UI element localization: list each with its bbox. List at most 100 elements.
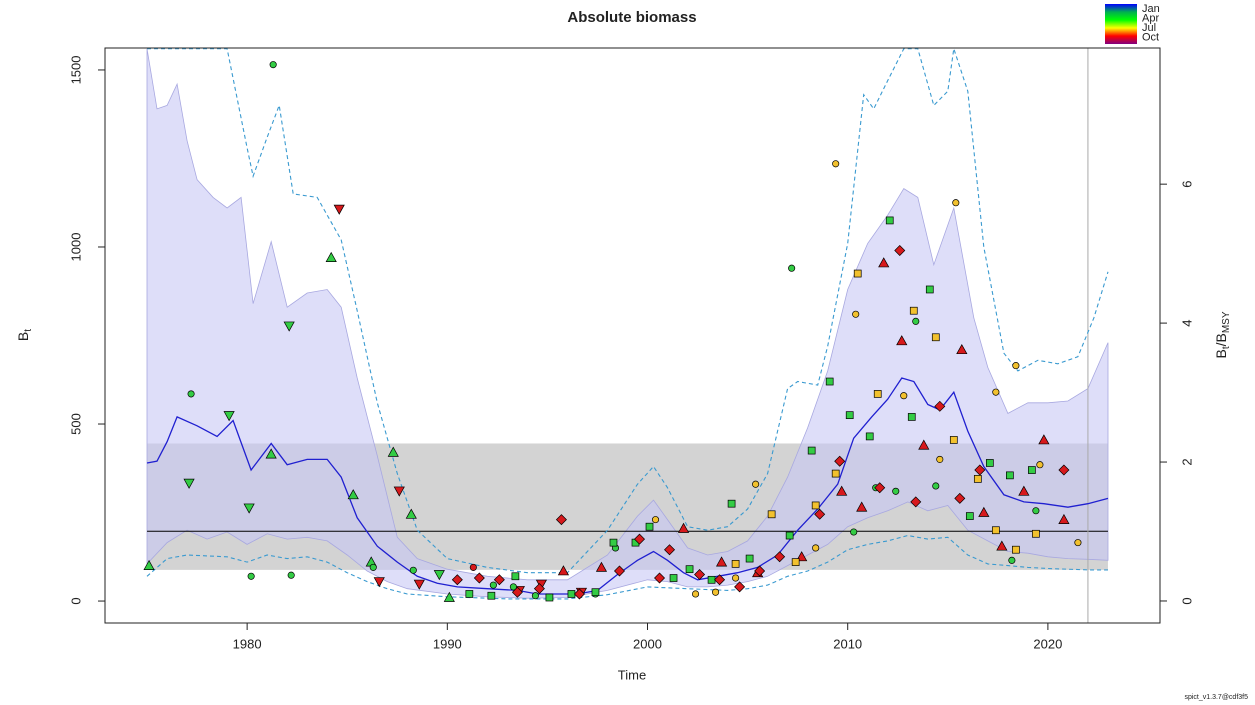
observation-point <box>812 544 820 552</box>
y-tick-label: 1500 <box>68 55 83 84</box>
observation-point <box>325 251 337 262</box>
observation-point <box>885 216 894 225</box>
observation-point <box>651 516 660 524</box>
y-label-main: B <box>15 332 31 341</box>
observation-point <box>788 264 796 272</box>
observation-point <box>509 583 517 591</box>
observation-point <box>573 588 585 600</box>
observation-point <box>511 586 523 598</box>
observation-point <box>1018 485 1030 496</box>
observation-point <box>531 592 539 600</box>
observation-point <box>714 574 726 586</box>
observation-point <box>694 568 706 580</box>
legend-label: Apr <box>1142 12 1159 24</box>
observation-point <box>1058 513 1070 524</box>
observation-point <box>965 512 974 520</box>
observation-point <box>850 528 858 536</box>
observation-point <box>654 572 666 584</box>
plot-area <box>143 48 1109 623</box>
observation-point <box>269 61 277 69</box>
observation-point <box>900 392 908 400</box>
observation-point <box>996 540 1008 551</box>
observation-point <box>433 570 445 581</box>
observation-point <box>487 591 496 600</box>
observation-point <box>287 571 295 579</box>
x-tick-label: 2000 <box>633 636 662 651</box>
observation-point <box>865 432 874 441</box>
ci-lower-line <box>146 534 1108 600</box>
observation-point <box>894 245 906 257</box>
observation-point <box>283 321 295 332</box>
observation-point <box>934 400 946 412</box>
y-tick-label: 1000 <box>68 233 83 262</box>
observation-point <box>664 544 676 556</box>
observation-point <box>734 581 746 593</box>
observation-point <box>451 574 463 586</box>
observation-point <box>774 551 786 563</box>
observation-point <box>752 480 760 488</box>
season-legend <box>1105 4 1137 44</box>
observation-point <box>832 160 840 168</box>
observation-point <box>814 508 826 520</box>
observation-point <box>991 526 1000 535</box>
observation-point <box>985 459 994 467</box>
observation-point <box>992 388 1000 396</box>
observation-point <box>825 377 834 386</box>
observation-point <box>896 335 908 346</box>
observation-point <box>1074 539 1082 547</box>
observation-point <box>978 506 990 517</box>
x-tick-label: 2020 <box>1033 636 1062 651</box>
observation-point <box>856 501 868 512</box>
observation-point <box>595 561 608 572</box>
y2-label-main: /B <box>1213 333 1229 346</box>
x-tick-label: 2010 <box>833 636 862 651</box>
observation-point <box>932 482 940 490</box>
observation-point <box>712 588 720 596</box>
observation-point <box>347 489 359 500</box>
observation-point <box>243 503 255 514</box>
observation-point <box>669 574 678 582</box>
y2-tick-label: 4 <box>1179 319 1194 326</box>
observation-point <box>949 436 958 444</box>
observation-point <box>834 455 846 467</box>
observation-point <box>936 455 944 463</box>
y-label-sub: t <box>23 329 34 332</box>
observation-point <box>873 390 882 398</box>
observation-point <box>1058 464 1070 476</box>
observation-point <box>807 446 816 455</box>
x-tick-label: 1980 <box>233 636 262 651</box>
observation-point <box>634 533 646 545</box>
observation-point <box>545 593 554 602</box>
observation-point <box>952 199 960 207</box>
observation-point <box>333 204 345 215</box>
observation-point <box>732 574 740 582</box>
observation-point <box>767 510 776 519</box>
observation-point <box>1008 556 1016 564</box>
observation-point <box>469 563 477 571</box>
observation-point <box>609 538 618 547</box>
y2-tick-label: 6 <box>1179 181 1194 188</box>
observation-point <box>405 508 417 519</box>
observation-point <box>223 411 235 422</box>
observation-point <box>912 317 920 325</box>
observation-point <box>409 566 417 574</box>
observation-point <box>910 496 922 508</box>
observation-point <box>892 487 900 495</box>
observation-point <box>874 482 886 494</box>
observation-point <box>373 577 385 588</box>
observation-point <box>956 343 968 355</box>
y2-label-sub: MSY <box>1221 311 1232 333</box>
observation-point <box>791 558 800 566</box>
observation-point <box>692 590 700 598</box>
y-axis-label: Bt <box>15 329 34 341</box>
observation-point <box>715 556 728 567</box>
plot-frame <box>104 47 1161 624</box>
observation-point <box>836 485 848 496</box>
observation-point <box>591 588 600 597</box>
observation-point <box>754 565 766 577</box>
observation-point <box>489 581 497 589</box>
observation-point <box>852 310 860 318</box>
observation-point <box>811 501 820 510</box>
observation-point <box>1036 461 1044 469</box>
